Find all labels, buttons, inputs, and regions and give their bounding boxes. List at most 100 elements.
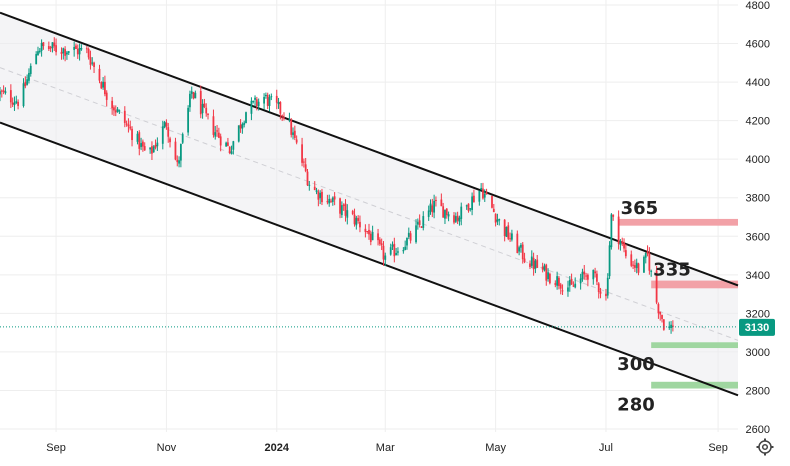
candle (597, 282, 600, 299)
candle (75, 43, 77, 49)
candle (129, 120, 132, 131)
candle (521, 242, 524, 264)
candle (326, 194, 329, 205)
candle (328, 194, 331, 207)
zone-300 (651, 342, 738, 349)
candle (661, 314, 663, 323)
candle (465, 204, 468, 210)
zone-label-365: 365 (621, 198, 659, 219)
candle (55, 38, 57, 56)
candle (429, 199, 432, 215)
candle (275, 89, 278, 110)
candle (151, 141, 153, 160)
candle (28, 68, 30, 84)
candle (659, 311, 662, 321)
candle (194, 90, 197, 99)
candle (60, 47, 63, 60)
candle (574, 277, 577, 289)
channel-lower-line (0, 121, 739, 397)
candle (510, 229, 513, 242)
x-tick-label: May (485, 442, 506, 454)
candle (485, 188, 488, 195)
candle (454, 212, 457, 224)
x-tick-label: Sep (708, 442, 728, 454)
candle (277, 97, 280, 109)
candle (378, 237, 381, 246)
zone-label-300: 300 (617, 354, 655, 375)
candle (445, 207, 448, 219)
candle (176, 155, 179, 167)
candle (561, 284, 564, 295)
candle (292, 127, 294, 140)
candle (559, 282, 562, 295)
candle (670, 321, 672, 334)
x-axis: Sep Nov 2024 Mar May Jul Sep (46, 442, 728, 454)
candle (127, 118, 130, 133)
candle (416, 218, 419, 230)
candle (359, 215, 361, 233)
candle (66, 50, 68, 60)
candle (295, 135, 298, 145)
candle (431, 198, 434, 218)
candle (556, 271, 559, 290)
candle (257, 98, 260, 111)
candle (599, 287, 602, 299)
candle (214, 125, 217, 140)
candle (104, 75, 106, 97)
candle (655, 265, 658, 305)
candle (40, 39, 43, 57)
candle (608, 241, 611, 280)
candle (113, 105, 115, 116)
candle (190, 86, 193, 99)
candle (125, 120, 128, 127)
candle (646, 245, 649, 257)
candle (617, 210, 620, 250)
candle (85, 46, 88, 54)
candle (76, 44, 79, 59)
candle (453, 212, 455, 225)
candle (131, 126, 133, 147)
candle (458, 215, 461, 226)
candle (594, 267, 597, 278)
candle (671, 320, 674, 332)
candle (635, 258, 638, 274)
candle (91, 57, 94, 66)
candle (254, 95, 256, 107)
candle (605, 288, 607, 301)
candle (650, 269, 653, 277)
candle (516, 230, 519, 254)
candle (404, 240, 407, 251)
candle (237, 125, 240, 143)
candle (637, 262, 640, 276)
candle (199, 85, 202, 119)
candle (351, 209, 354, 216)
settings-icon[interactable] (756, 438, 774, 456)
candle (532, 252, 535, 276)
y-tick-label: 3800 (746, 193, 770, 205)
candle (630, 250, 633, 268)
zone-280 (651, 381, 738, 389)
candle (116, 107, 119, 113)
candle (217, 127, 220, 139)
candle (567, 280, 569, 297)
candle (64, 46, 67, 62)
candle (102, 77, 105, 90)
candle (541, 262, 544, 273)
candle (0, 86, 1, 102)
candle (572, 281, 575, 288)
candle (266, 92, 269, 110)
candle (89, 50, 92, 70)
candle (509, 232, 511, 242)
candle (619, 239, 622, 251)
candle (174, 137, 177, 161)
candle (340, 201, 343, 218)
last-price-tag: 3130 (739, 318, 775, 336)
candle (73, 41, 76, 57)
candle (624, 243, 627, 259)
candle (581, 268, 584, 282)
candle (623, 238, 625, 253)
candle (520, 242, 522, 253)
candle (657, 302, 660, 319)
candle (201, 99, 204, 119)
candle (80, 44, 83, 51)
